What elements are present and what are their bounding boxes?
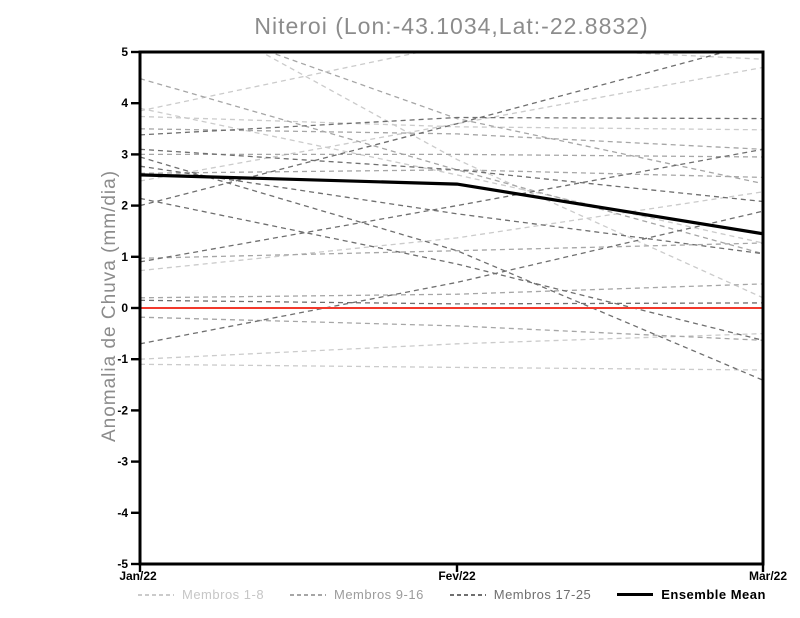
ensemble-member-line [140, 191, 763, 272]
legend-dashed-line-sample [138, 593, 174, 596]
ensemble-member-line [140, 77, 763, 255]
ensemble-member-line [140, 153, 763, 158]
ensemble-member-line [140, 165, 763, 255]
legend-label: Membros 17-25 [493, 587, 592, 602]
ensemble-mean-line [140, 173, 763, 236]
axis-tick-labels-layer: -5 -4 -3 -2 -1 0 1 2 3 4 5 Jan/22 Fev/22 Mar/22 [117, 45, 787, 583]
ensemble-member-line [140, 316, 763, 341]
ensemble-member-line [140, 107, 763, 244]
ensemble-member-line [267, 52, 763, 185]
legend-dashed-line-sample [449, 593, 486, 596]
y-tick-label: 0 [121, 301, 128, 315]
legend-item: Membros 1-8 [138, 587, 264, 602]
ensemble-member-line [140, 332, 763, 360]
legend-solid-line-sample [617, 593, 654, 596]
ensemble-member-line [140, 52, 728, 207]
chart-title: Niteroi (Lon:-43.1034,Lat:-22.8832) [254, 13, 649, 39]
legend-label: Membros 9-16 [334, 587, 424, 602]
legend-item: Ensemble Mean [617, 587, 766, 602]
ensemble-member-line [140, 283, 763, 299]
legend-item: Membros 9-16 [290, 587, 424, 602]
ensemble-members-layer [140, 52, 763, 381]
legend-label: Membros 1-8 [182, 587, 265, 602]
ensemble-mean-layer [140, 173, 763, 236]
y-tick-label: 5 [121, 45, 128, 59]
axis-ticks-layer [131, 50, 765, 572]
legend-dashed-line-sample [290, 593, 326, 596]
legend-item: Membros 17-25 [449, 587, 592, 602]
y-tick-label: -1 [117, 352, 128, 366]
x-tick-label: Fev/22 [438, 569, 476, 583]
legend: Membros 1-8 Membros 9-16 Membros 17-25 Ense… [138, 587, 766, 602]
ensemble-member-line [140, 116, 763, 136]
ensemble-member-line [140, 115, 763, 131]
ensemble-member-line [140, 363, 763, 371]
x-tick-label: Mar/22 [749, 569, 787, 583]
ensemble-member-line [140, 210, 763, 345]
ensemble-member-line [140, 148, 763, 203]
y-tick-label: -5 [117, 557, 128, 571]
x-tick-label: Jan/22 [119, 569, 157, 583]
ensemble-member-line [140, 197, 763, 341]
ensemble-member-line [140, 52, 763, 112]
y-tick-label: -4 [117, 506, 128, 520]
y-tick-label: 3 [121, 147, 128, 161]
y-tick-label: 4 [121, 96, 128, 110]
y-tick-label: -3 [117, 455, 128, 469]
ensemble-member-line [140, 242, 763, 259]
ensemble-member-line [140, 156, 763, 381]
y-tick-label: 1 [121, 250, 128, 264]
ensemble-member-line [140, 299, 763, 305]
legend-label: Ensemble Mean [661, 587, 766, 602]
y-tick-label: 2 [121, 199, 128, 213]
ensemble-member-line [259, 52, 763, 299]
ensemble-member-line [140, 128, 763, 150]
y-tick-label: -2 [117, 403, 128, 417]
